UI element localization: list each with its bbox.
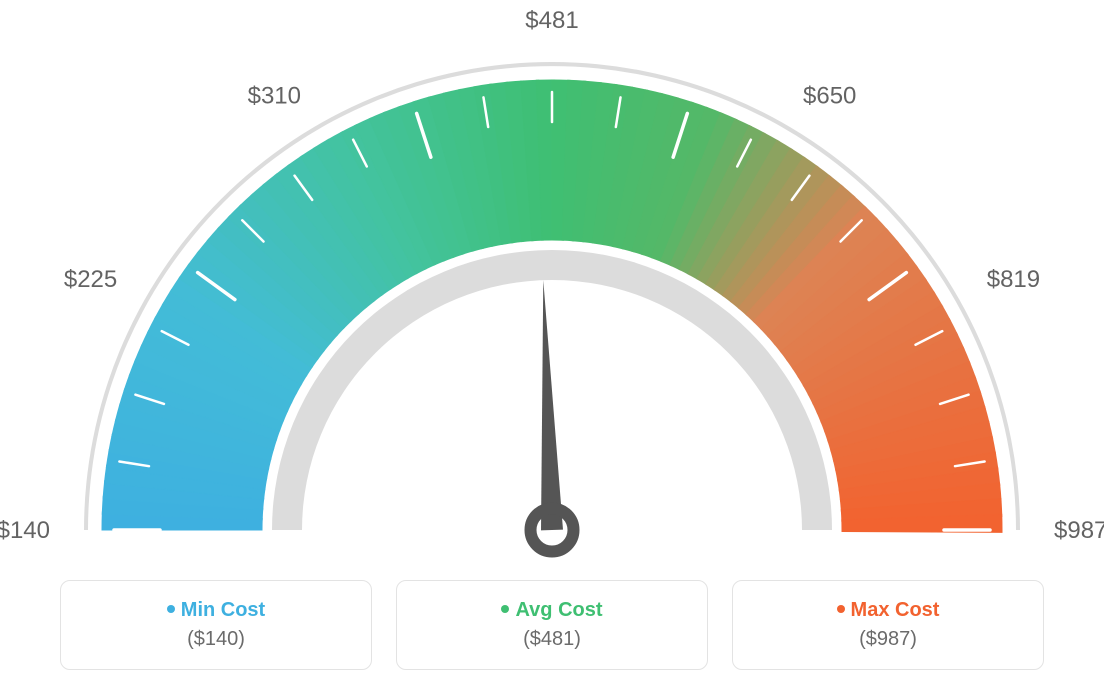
dot-icon	[501, 605, 509, 613]
gauge-svg: $140 $225 $310 $481 $650 $819 $987	[0, 10, 1104, 570]
legend-min-label: Min Cost	[61, 599, 371, 622]
svg-text:$481: $481	[525, 10, 578, 34]
cost-gauge: $140 $225 $310 $481 $650 $819 $987	[0, 10, 1104, 570]
svg-text:$310: $310	[248, 82, 301, 109]
legend-avg-label-text: Avg Cost	[515, 599, 602, 621]
legend-max-label-text: Max Cost	[851, 599, 940, 621]
svg-text:$225: $225	[64, 266, 117, 293]
legend-row: Min Cost ($140) Avg Cost ($481) Max Cost…	[0, 580, 1104, 670]
dot-icon	[837, 605, 845, 613]
legend-avg-label: Avg Cost	[397, 599, 707, 622]
svg-text:$819: $819	[987, 266, 1040, 293]
svg-text:$987: $987	[1054, 517, 1104, 544]
legend-min-value: ($140)	[61, 628, 371, 651]
legend-max: Max Cost ($987)	[732, 580, 1044, 670]
legend-min-label-text: Min Cost	[181, 599, 265, 621]
legend-max-value: ($987)	[733, 628, 1043, 651]
legend-min: Min Cost ($140)	[60, 580, 372, 670]
svg-text:$650: $650	[803, 82, 856, 109]
svg-text:$140: $140	[0, 517, 50, 544]
legend-max-label: Max Cost	[733, 599, 1043, 622]
dot-icon	[167, 605, 175, 613]
legend-avg-value: ($481)	[397, 628, 707, 651]
legend-avg: Avg Cost ($481)	[396, 580, 708, 670]
